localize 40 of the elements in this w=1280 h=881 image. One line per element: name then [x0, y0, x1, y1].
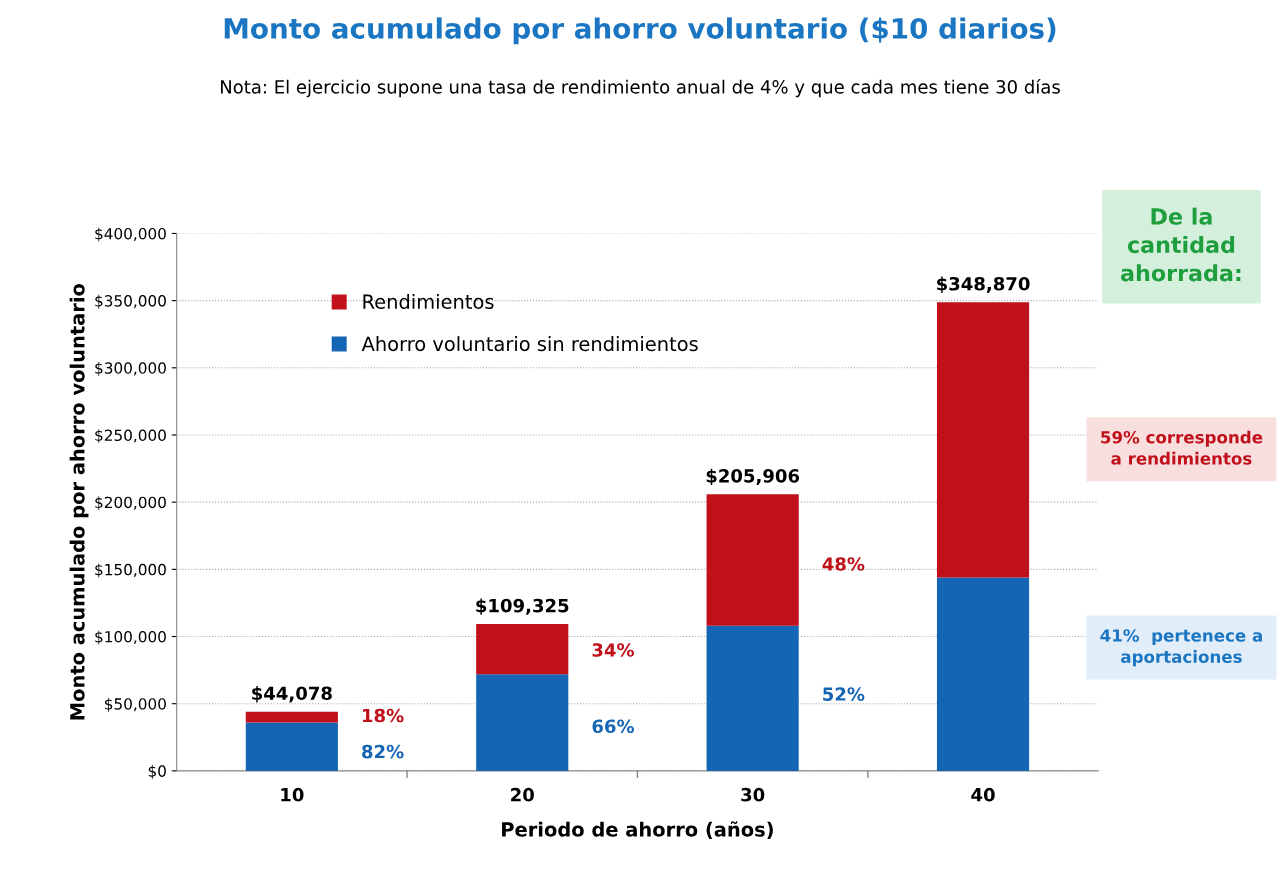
bar	[936, 302, 1030, 578]
bar	[706, 625, 799, 771]
annotation: 52%	[823, 687, 865, 701]
total-label: $109,325	[476, 598, 569, 615]
chart-subtitle: Nota: El ejercicio supone una tasa de rendimiento anual de 4% y que cada mes tiene 30 días	[220, 79, 1060, 98]
text: 41% pertenece a aportaciones	[1100, 629, 1262, 667]
annotation: 82%	[362, 744, 404, 759]
bar	[706, 494, 799, 626]
x-tick-label: 40	[971, 787, 995, 802]
y-tick-label: $250,000	[95, 429, 166, 444]
annotation: 34%	[592, 643, 634, 657]
total-label: $44,078	[252, 686, 332, 703]
y-tick-label: $50,000	[105, 697, 166, 712]
annotation: 48%	[822, 557, 865, 571]
y-tick-label: $400,000	[95, 227, 166, 242]
y-tick-label: $300,000	[95, 362, 166, 376]
legend-label: Rendimientos	[363, 293, 494, 310]
y-tick-label: $100,000	[95, 630, 166, 645]
text: De la cantidad ahorrada:	[1121, 207, 1241, 282]
y-axis-title: Monto acumulado por ahorro voluntario	[69, 283, 89, 720]
text: 59% corresponde a rendimientos	[1101, 430, 1263, 465]
y-tick-label: $150,000	[95, 563, 166, 578]
chart-title: Monto acumulado por ahorro voluntario ($10 diarios)	[224, 17, 1056, 45]
annotation: 18%	[363, 708, 404, 723]
x-tick-label: 20	[511, 787, 534, 802]
y-tick-label: $0	[148, 765, 166, 779]
x-tick-label: 30	[741, 787, 765, 802]
annotation: 66%	[592, 719, 634, 734]
total-label: $205,906	[706, 468, 800, 486]
x-axis-title: Periodo de ahorro (años)	[502, 821, 773, 840]
y-tick-label: $350,000	[95, 294, 166, 309]
bar	[476, 623, 569, 675]
x-tick-label: 10	[281, 787, 304, 802]
bar	[936, 577, 1030, 771]
y-tick-label: $200,000	[95, 496, 166, 511]
bar	[245, 711, 338, 723]
bar	[476, 674, 569, 771]
bar	[245, 722, 338, 771]
legend-label: Ahorro voluntario sin rendimientos	[361, 336, 698, 352]
total-label: $348,870	[937, 276, 1030, 293]
